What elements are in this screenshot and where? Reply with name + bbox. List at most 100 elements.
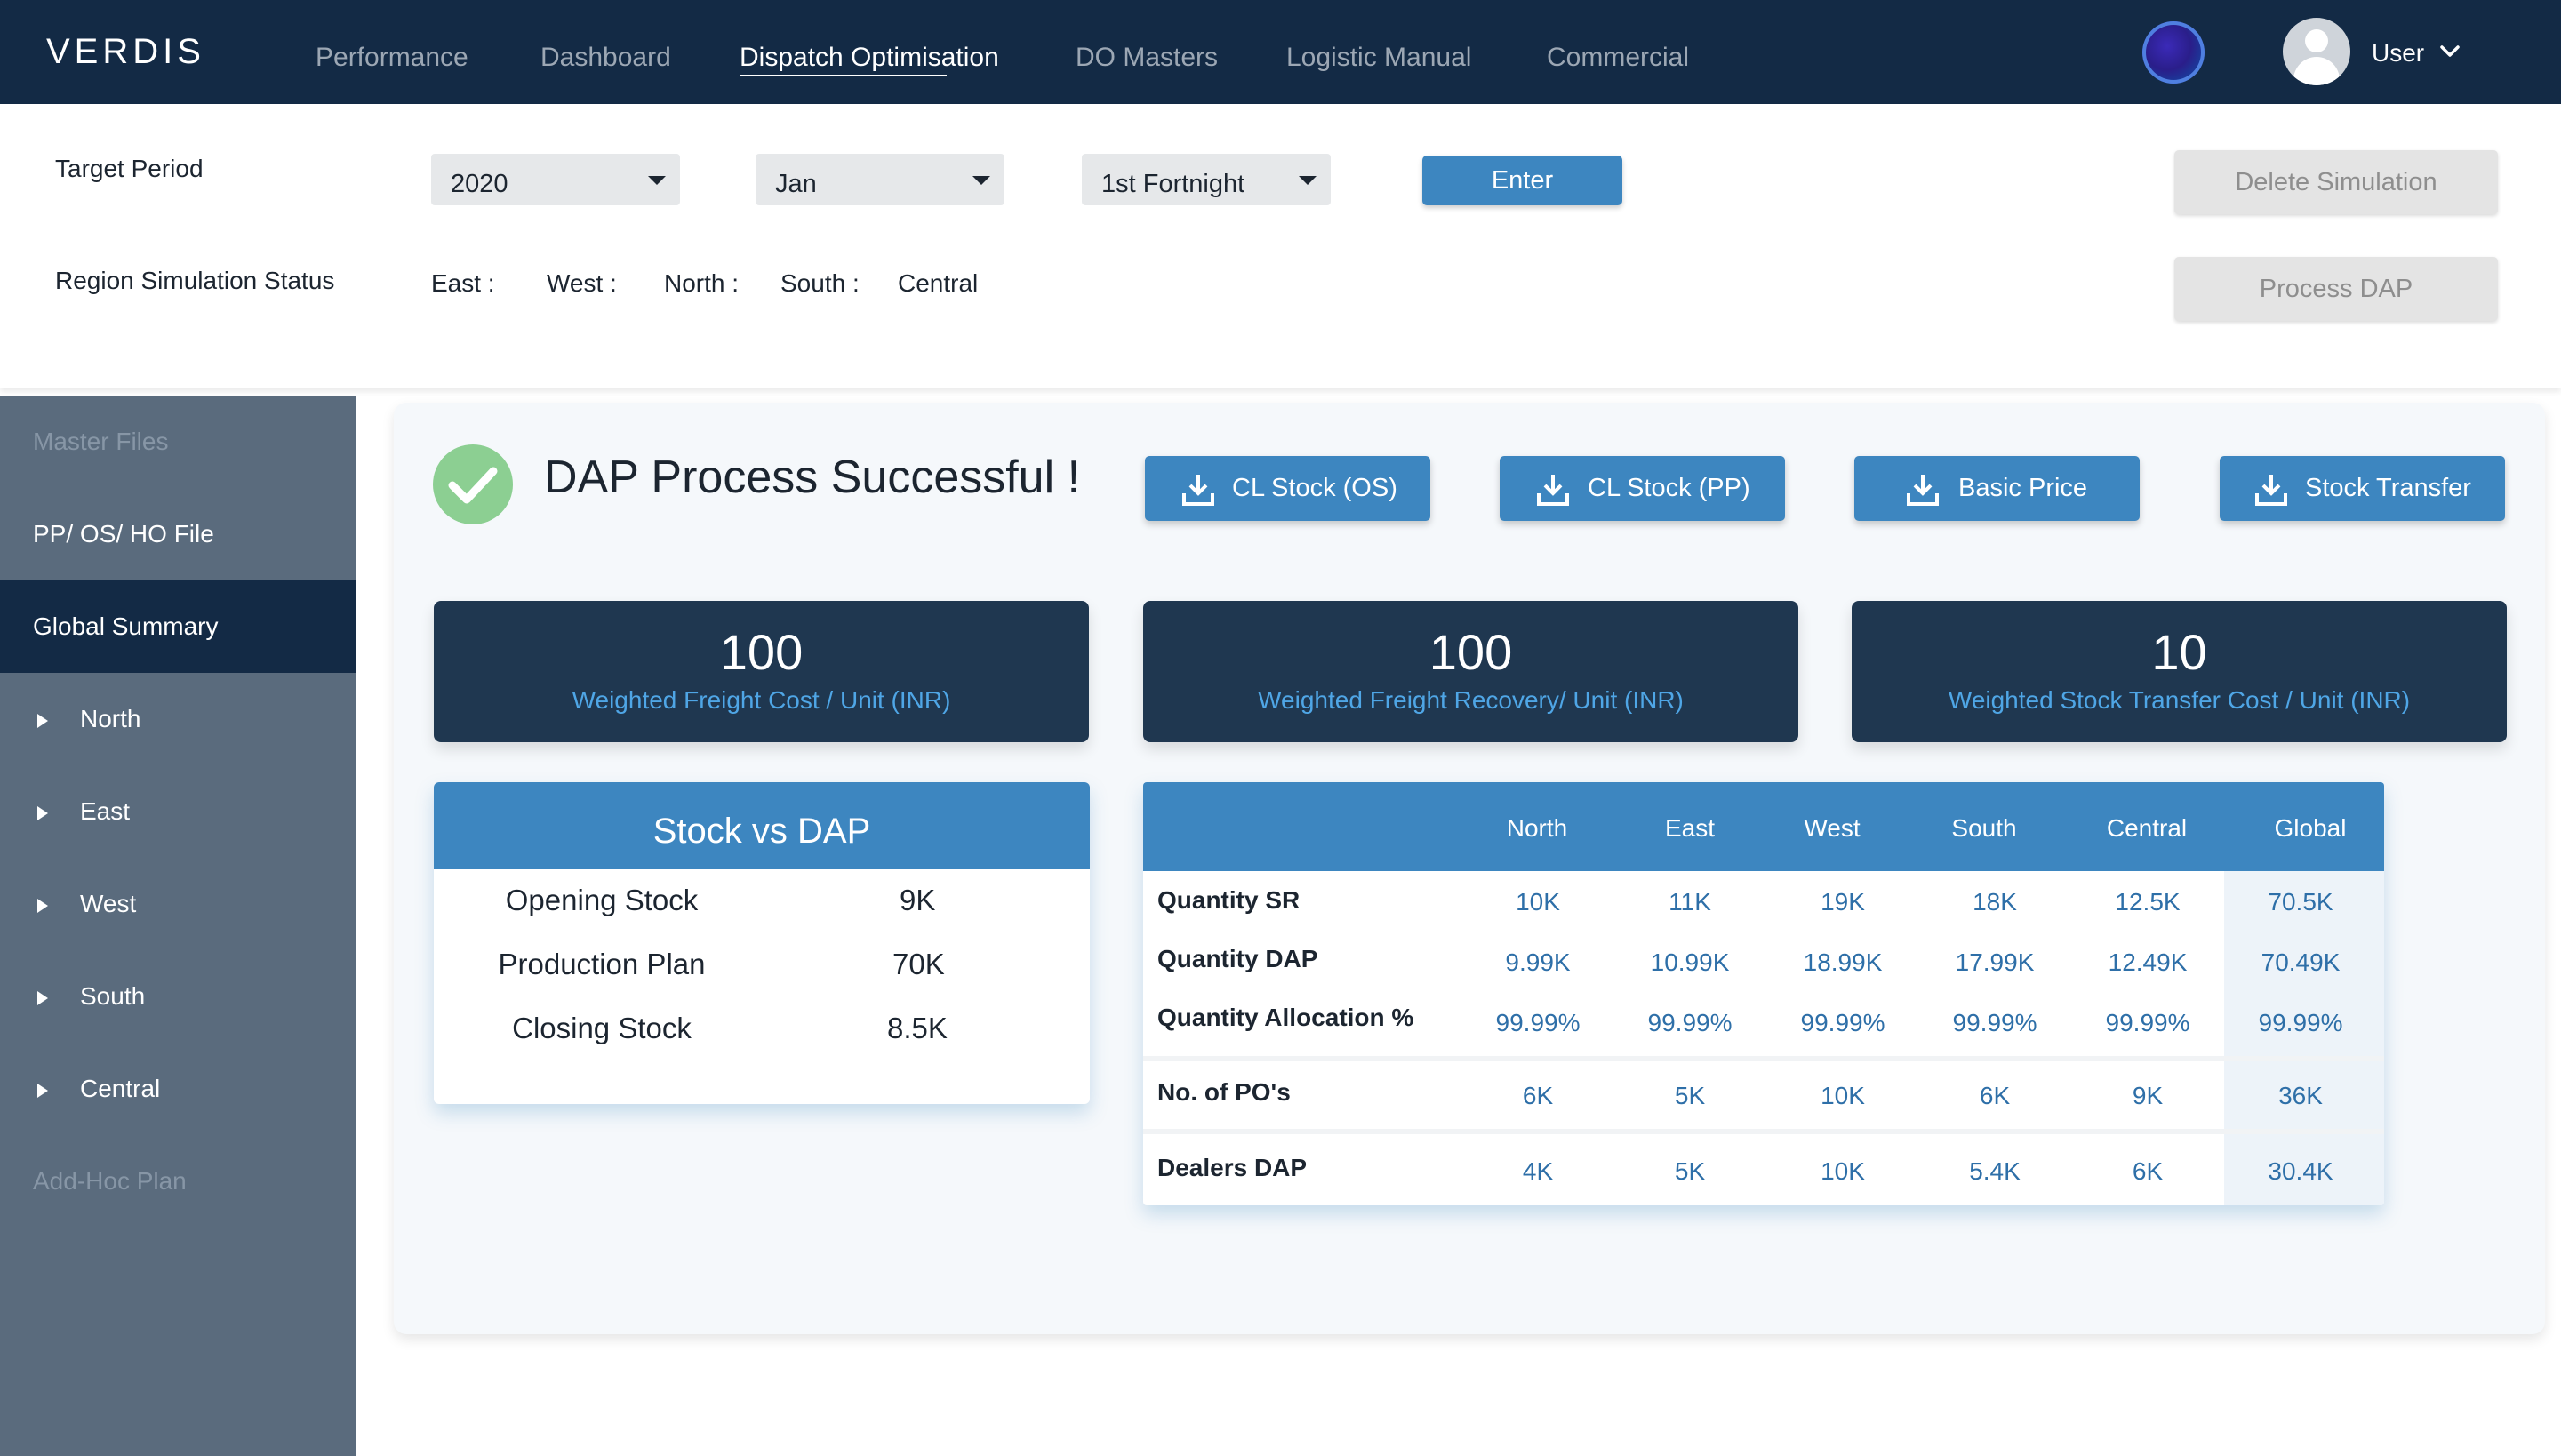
download-icon <box>2255 475 2287 506</box>
success-title: DAP Process Successful ! <box>544 452 1081 503</box>
month-select[interactable]: Jan <box>756 154 1004 205</box>
region-south-status: South : <box>780 269 860 297</box>
caret-down-icon <box>1299 176 1317 185</box>
download-cl-stock-os-button[interactable]: CL Stock (OS) <box>1145 456 1430 521</box>
sidebar-item-label: West <box>80 890 137 917</box>
stock-row-label: Opening Stock <box>505 884 699 916</box>
kpi-card-stock-transfer-cost: 10 Weighted Stock Transfer Cost / Unit (… <box>1852 601 2507 742</box>
table-cell: 6K <box>1979 1082 2011 1109</box>
table-cell: 99.99% <box>1800 1009 1885 1036</box>
column-header-global: Global <box>2274 814 2347 842</box>
table-cell: 9K <box>2132 1082 2164 1109</box>
active-nav-underline <box>740 75 947 76</box>
stock-row-label: Production Plan <box>498 948 706 980</box>
download-stock-transfer-button[interactable]: Stock Transfer <box>2220 456 2505 521</box>
process-dap-button[interactable]: Process DAP <box>2174 257 2498 321</box>
table-cell: 5K <box>1674 1157 1706 1185</box>
kpi-value: 10 <box>2151 624 2207 680</box>
user-label[interactable]: User <box>2372 39 2425 67</box>
table-cell: 6K <box>2132 1157 2164 1185</box>
table-cell: 19K <box>1821 888 1865 916</box>
fortnight-select[interactable]: 1st Fortnight <box>1082 154 1331 205</box>
row-label-quantity-allocation: Quantity Allocation % <box>1157 1004 1414 1031</box>
table-header: North East West South Central Global <box>1143 782 2384 871</box>
sidebar-item-master-files[interactable]: Master Files <box>0 396 356 488</box>
table-cell: 5K <box>1674 1082 1706 1109</box>
kpi-label: Weighted Freight Recovery/ Unit (INR) <box>1258 686 1684 714</box>
sidebar-item-label: PP/ OS/ HO File <box>33 520 214 548</box>
table-cell: 30.4K <box>2268 1157 2333 1185</box>
stock-row-value: 8.5K <box>887 1012 948 1044</box>
stock-row-value: 70K <box>892 948 945 980</box>
nav-performance[interactable]: Performance <box>316 43 468 72</box>
checkmark-icon <box>448 467 498 504</box>
row-label-quantity-sr: Quantity SR <box>1157 886 1301 914</box>
caret-down-icon <box>648 176 666 185</box>
stock-vs-dap-title: Stock vs DAP <box>434 782 1090 869</box>
sidebar-item-east[interactable]: East <box>0 765 356 858</box>
sidebar-item-central[interactable]: Central <box>0 1043 356 1135</box>
download-icon <box>1907 475 1939 506</box>
table-cell: 10K <box>1821 1082 1865 1109</box>
caret-down-icon <box>972 176 990 185</box>
column-header-north: North <box>1506 814 1568 842</box>
table-cell: 6K <box>1522 1082 1554 1109</box>
kpi-value: 100 <box>719 624 804 680</box>
kpi-label: Weighted Freight Cost / Unit (INR) <box>572 686 951 714</box>
row-label-dealers-dap: Dealers DAP <box>1157 1154 1308 1181</box>
year-select[interactable]: 2020 <box>431 154 680 205</box>
sidebar: Master Files PP/ OS/ HO File Global Summ… <box>0 396 356 1456</box>
year-value: 2020 <box>451 170 508 198</box>
stock-vs-dap-card: Stock vs DAP Opening Stock 9K Production… <box>434 782 1090 1104</box>
table-cell: 36K <box>2278 1082 2323 1109</box>
row-divider <box>1143 1129 2384 1134</box>
nav-commercial[interactable]: Commercial <box>1547 43 1690 72</box>
stock-row-label: Closing Stock <box>512 1012 692 1044</box>
sidebar-item-pp-os-ho-file[interactable]: PP/ OS/ HO File <box>0 488 356 580</box>
table-cell: 4K <box>1522 1157 1554 1185</box>
stock-row-value: 9K <box>900 884 936 916</box>
table-cell: 10K <box>1821 1157 1865 1185</box>
row-divider <box>1143 1056 2384 1061</box>
enter-button[interactable]: Enter <box>1422 156 1622 205</box>
download-icon <box>1182 475 1214 506</box>
avatar-head-icon <box>2305 29 2328 52</box>
month-value: Jan <box>775 170 817 198</box>
top-nav: VERDIS Performance Dashboard Dispatch Op… <box>0 0 2561 104</box>
download-icon <box>1537 475 1569 506</box>
download-label: CL Stock (OS) <box>1232 474 1397 502</box>
success-check-icon <box>433 444 513 524</box>
nav-dispatch-optimisation[interactable]: Dispatch Optimisation <box>740 43 999 72</box>
avatar[interactable] <box>2283 18 2350 85</box>
nav-logistic-manual[interactable]: Logistic Manual <box>1286 43 1472 72</box>
app-logo[interactable]: VERDIS <box>46 32 205 71</box>
table-cell: 99.99% <box>1495 1009 1581 1036</box>
table-cell: 18.99K <box>1803 948 1883 976</box>
chevron-down-icon[interactable] <box>2437 39 2462 64</box>
table-cell: 10.99K <box>1650 948 1730 976</box>
download-basic-price-button[interactable]: Basic Price <box>1854 456 2140 521</box>
delete-simulation-button[interactable]: Delete Simulation <box>2174 150 2498 214</box>
download-cl-stock-pp-button[interactable]: CL Stock (PP) <box>1500 456 1785 521</box>
kpi-card-freight-cost: 100 Weighted Freight Cost / Unit (INR) <box>434 601 1089 742</box>
filter-panel <box>0 104 2561 388</box>
sidebar-item-north[interactable]: North <box>0 673 356 765</box>
global-column-highlight <box>2224 871 2384 1205</box>
table-cell: 10K <box>1516 888 1560 916</box>
avatar-body-icon <box>2293 57 2340 85</box>
download-label: Basic Price <box>1958 474 2088 502</box>
sidebar-item-west[interactable]: West <box>0 858 356 950</box>
region-north-status: North : <box>664 269 740 297</box>
table-cell: 9.99K <box>1505 948 1571 976</box>
sidebar-item-add-hoc-plan[interactable]: Add-Hoc Plan <box>0 1135 356 1228</box>
sidebar-item-label: Central <box>80 1075 161 1102</box>
globe-icon[interactable] <box>2142 21 2205 84</box>
nav-do-masters[interactable]: DO Masters <box>1076 43 1219 72</box>
sidebar-item-south[interactable]: South <box>0 950 356 1043</box>
caret-right-icon <box>37 713 48 728</box>
table-cell: 18K <box>1973 888 2017 916</box>
fortnight-value: 1st Fortnight <box>1101 170 1245 198</box>
nav-dashboard[interactable]: Dashboard <box>540 43 671 72</box>
sidebar-item-global-summary[interactable]: Global Summary <box>0 580 356 673</box>
row-label-no-of-pos: No. of PO's <box>1157 1078 1291 1106</box>
